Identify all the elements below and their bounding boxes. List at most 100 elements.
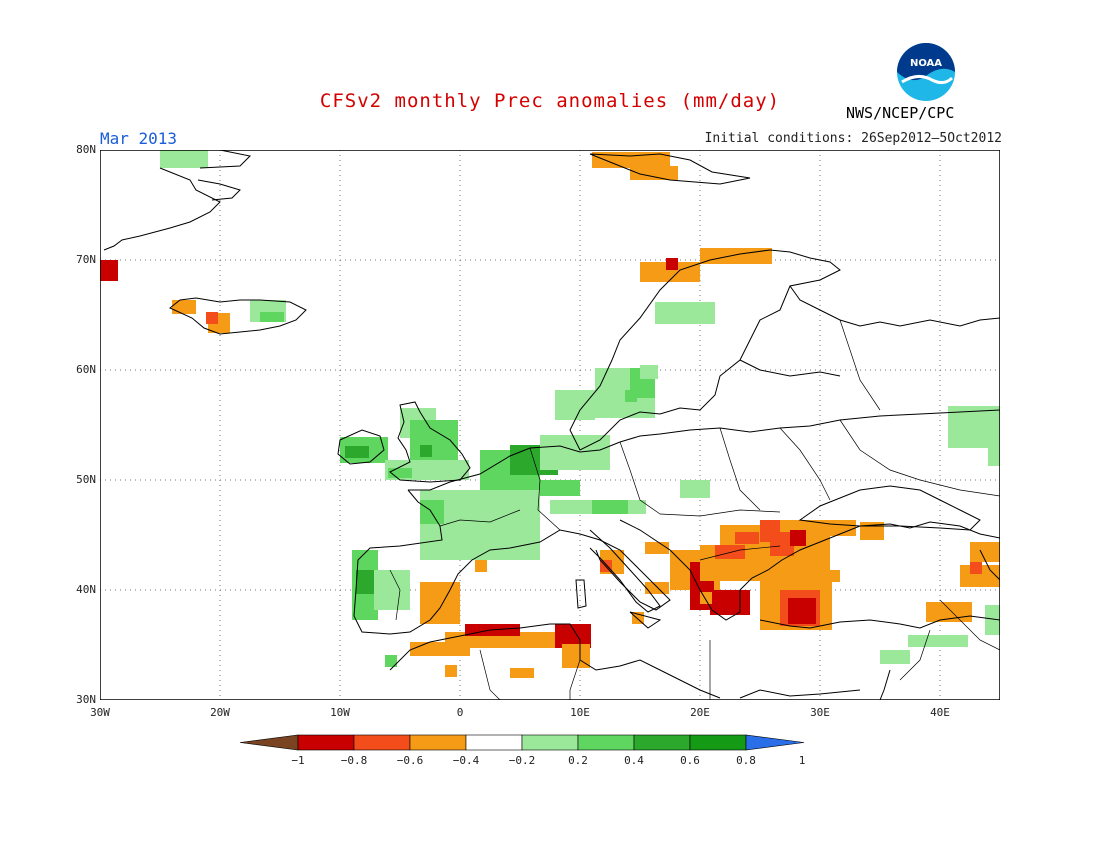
anomaly-patch	[450, 550, 520, 558]
coastline-path	[739, 359, 841, 377]
lat-label: 80N	[76, 143, 96, 156]
border-path	[439, 509, 521, 527]
anomaly-map	[100, 150, 1000, 700]
legend-swatch	[465, 734, 523, 751]
coastline-path	[789, 285, 1000, 327]
graticule	[100, 150, 1000, 700]
legend-swatch	[297, 734, 355, 751]
legend-swatch	[521, 734, 579, 751]
border-path	[659, 509, 781, 517]
anomaly-patch	[592, 152, 670, 168]
coastline-path	[569, 249, 841, 451]
chart-title: CFSv2 monthly Prec anomalies (mm/day)	[319, 90, 781, 112]
coastline-path	[337, 429, 385, 465]
anomaly-patch	[206, 312, 218, 324]
border-path	[529, 447, 561, 531]
anomaly-patch	[555, 390, 595, 420]
legend-label: −0.6	[397, 754, 424, 767]
coastline-path	[759, 615, 1000, 629]
legend-swatch	[633, 734, 691, 751]
anomaly-patch	[820, 520, 856, 536]
coastline-path	[575, 579, 587, 609]
anomaly-patch	[356, 570, 374, 594]
coastline-path	[619, 519, 1000, 621]
legend-swatch-high	[745, 734, 805, 751]
anomaly-patch	[420, 445, 432, 457]
color-legend: −1 −0.8 −0.6 −0.4 −0.2 0.2 0.4 0.6 0.8 1	[240, 734, 805, 767]
border-path	[939, 599, 1000, 651]
border-path	[699, 545, 781, 561]
anomaly-patch	[100, 260, 118, 281]
anomaly-patch	[388, 468, 412, 478]
anomaly-patch	[420, 582, 460, 624]
legend-swatch-low	[240, 734, 299, 751]
legend-label: −1	[291, 754, 304, 767]
anomaly-patch	[655, 302, 715, 324]
anomaly-patch	[510, 668, 534, 678]
anomaly-patch	[645, 582, 669, 594]
lon-label: 10W	[330, 706, 350, 719]
lat-label: 30N	[76, 693, 96, 706]
anomaly-patch	[880, 650, 910, 664]
coastline-path	[739, 689, 861, 699]
legend-swatch	[689, 734, 747, 751]
agency-label: NWS/NCEP/CPC	[846, 104, 955, 122]
anomaly-patch	[970, 562, 982, 574]
anomaly-patch	[735, 532, 759, 544]
lon-label: 30E	[810, 706, 830, 719]
coastline-path	[199, 150, 252, 169]
anomaly-patch	[562, 644, 590, 668]
anomaly-patch	[988, 406, 1000, 466]
anomaly-patch	[908, 635, 968, 647]
legend-labels: −1 −0.8 −0.6 −0.4 −0.2 0.2 0.4 0.6 0.8 1	[291, 754, 805, 767]
legend-label: −0.4	[453, 754, 480, 767]
border-path	[839, 419, 1000, 497]
anomaly-patch	[680, 480, 710, 498]
coastline-path	[589, 153, 751, 185]
map-frame	[100, 150, 1000, 700]
anomaly-patch	[592, 500, 628, 514]
anomaly-patch	[985, 605, 1000, 635]
lat-label: 60N	[76, 363, 96, 376]
legend-label: 1	[799, 754, 806, 767]
logo-text: NOAA	[910, 58, 942, 69]
coastline-path	[197, 179, 241, 201]
anomaly-patch	[475, 560, 487, 572]
coastline-path	[798, 485, 981, 531]
lat-label: 70N	[76, 253, 96, 266]
anomaly-patch	[160, 150, 208, 168]
legend-swatch	[409, 734, 467, 751]
coastline-path	[408, 409, 1000, 491]
anomaly-patch	[710, 590, 750, 615]
legend-label: −0.8	[341, 754, 368, 767]
border-path	[389, 569, 401, 621]
legend-swatch	[577, 734, 635, 751]
anomaly-patch	[385, 655, 397, 667]
border-path	[779, 427, 831, 501]
legend-label: 0.4	[624, 754, 644, 767]
forecast-month: Mar 2013	[100, 129, 178, 148]
legend-swatches	[240, 734, 805, 751]
legend-label: 0.2	[568, 754, 588, 767]
lon-label: 20E	[690, 706, 710, 719]
anomaly-patch	[640, 262, 700, 282]
legend-swatch	[353, 734, 411, 751]
anomaly-patch	[172, 300, 196, 314]
anomaly-patch	[420, 500, 444, 524]
coastlines	[103, 150, 1000, 700]
coastline-path	[103, 167, 221, 251]
border-path	[479, 649, 501, 700]
lon-label: 30W	[90, 706, 110, 719]
coastline-path	[879, 669, 891, 700]
initial-conditions: Initial conditions: 26Sep2012–5Oct2012	[704, 131, 1002, 146]
border-path	[719, 427, 761, 511]
legend-label: 0.6	[680, 754, 700, 767]
lat-label: 50N	[76, 473, 96, 486]
anomaly-patch	[260, 312, 284, 322]
anomaly-patch	[640, 365, 658, 379]
anomaly-patches	[100, 150, 1000, 678]
noaa-logo-icon: NOAA	[897, 43, 955, 101]
border-path	[569, 659, 581, 700]
border-path	[619, 441, 661, 515]
anomaly-patch	[374, 570, 410, 610]
